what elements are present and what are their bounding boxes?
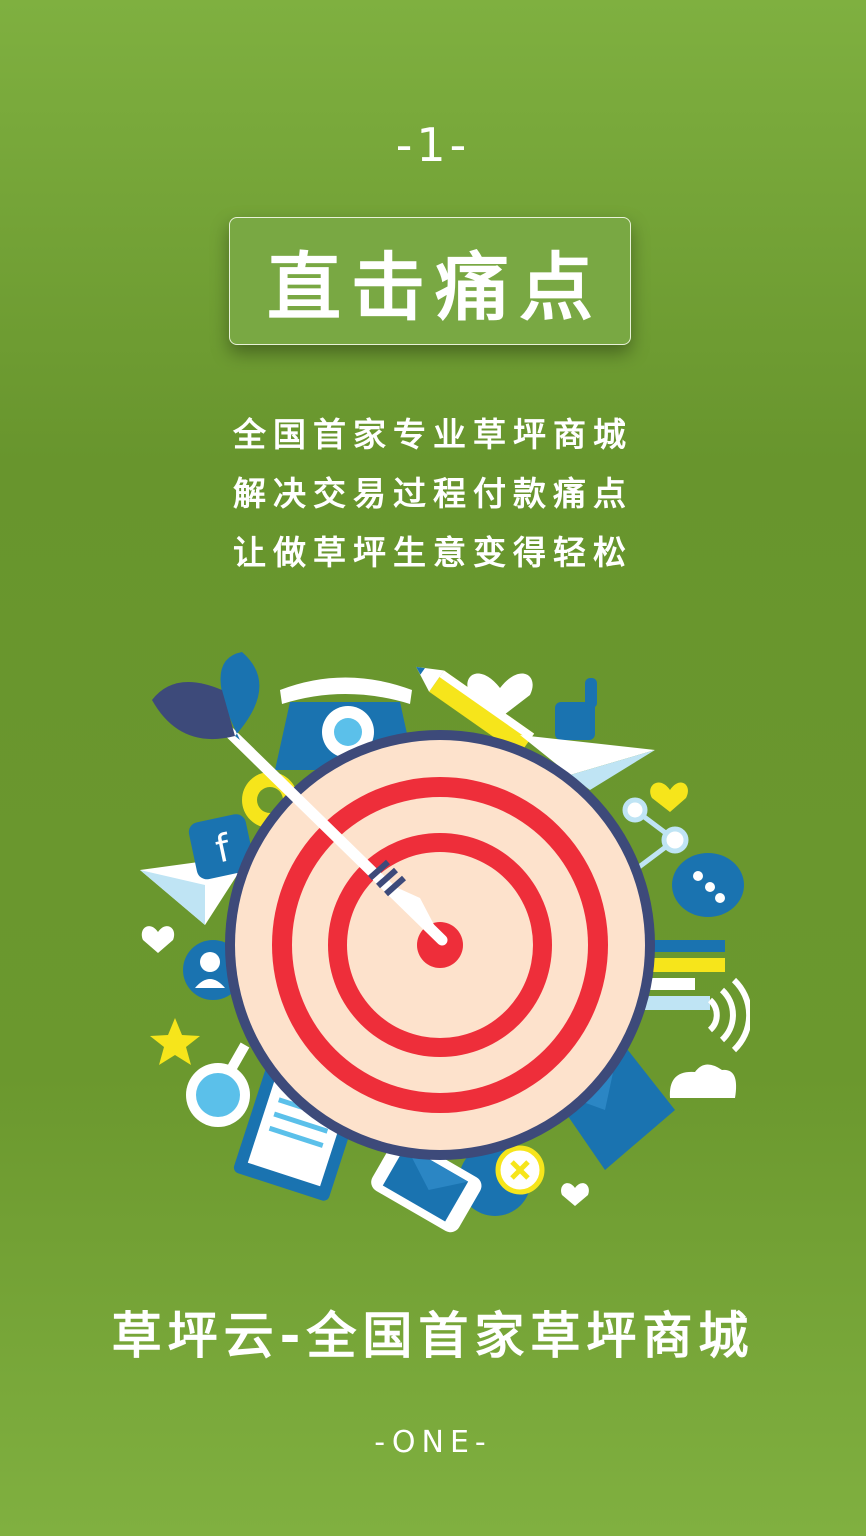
share-icon xyxy=(622,797,689,872)
wifi-icon xyxy=(707,977,750,1053)
heart-icon xyxy=(561,1183,589,1206)
pie-chart-icon xyxy=(459,1144,545,1216)
cloud-icon xyxy=(669,1064,737,1098)
page-number: -1- xyxy=(395,118,471,172)
bar-chart-icon xyxy=(635,940,725,1010)
heart-icon xyxy=(141,926,175,953)
dart-icon xyxy=(152,652,448,946)
tagline-line-1: 全国首家专业草坪商城 xyxy=(233,415,633,454)
magnifier-icon xyxy=(186,1042,250,1127)
tagline-line-2: 解决交易过程付款痛点 xyxy=(233,474,633,513)
heart-icon xyxy=(467,673,533,718)
brand-line: 草坪云-全国首家草坪商城 xyxy=(111,1307,755,1365)
title-box: 直击痛点 xyxy=(229,217,631,345)
star-icon xyxy=(150,1018,200,1065)
tagline-line-3: 让做草坪生意变得轻松 xyxy=(233,533,633,572)
target-illustration: f xyxy=(140,652,750,1233)
heart-icon xyxy=(650,782,688,812)
thumbs-up-icon xyxy=(555,678,597,740)
paper-plane-icon xyxy=(520,735,655,775)
chat-icon xyxy=(672,853,744,917)
facebook-icon: f xyxy=(188,814,254,880)
footer-label: -ONE- xyxy=(374,1425,492,1460)
page-title: 直击痛点 xyxy=(267,244,603,331)
